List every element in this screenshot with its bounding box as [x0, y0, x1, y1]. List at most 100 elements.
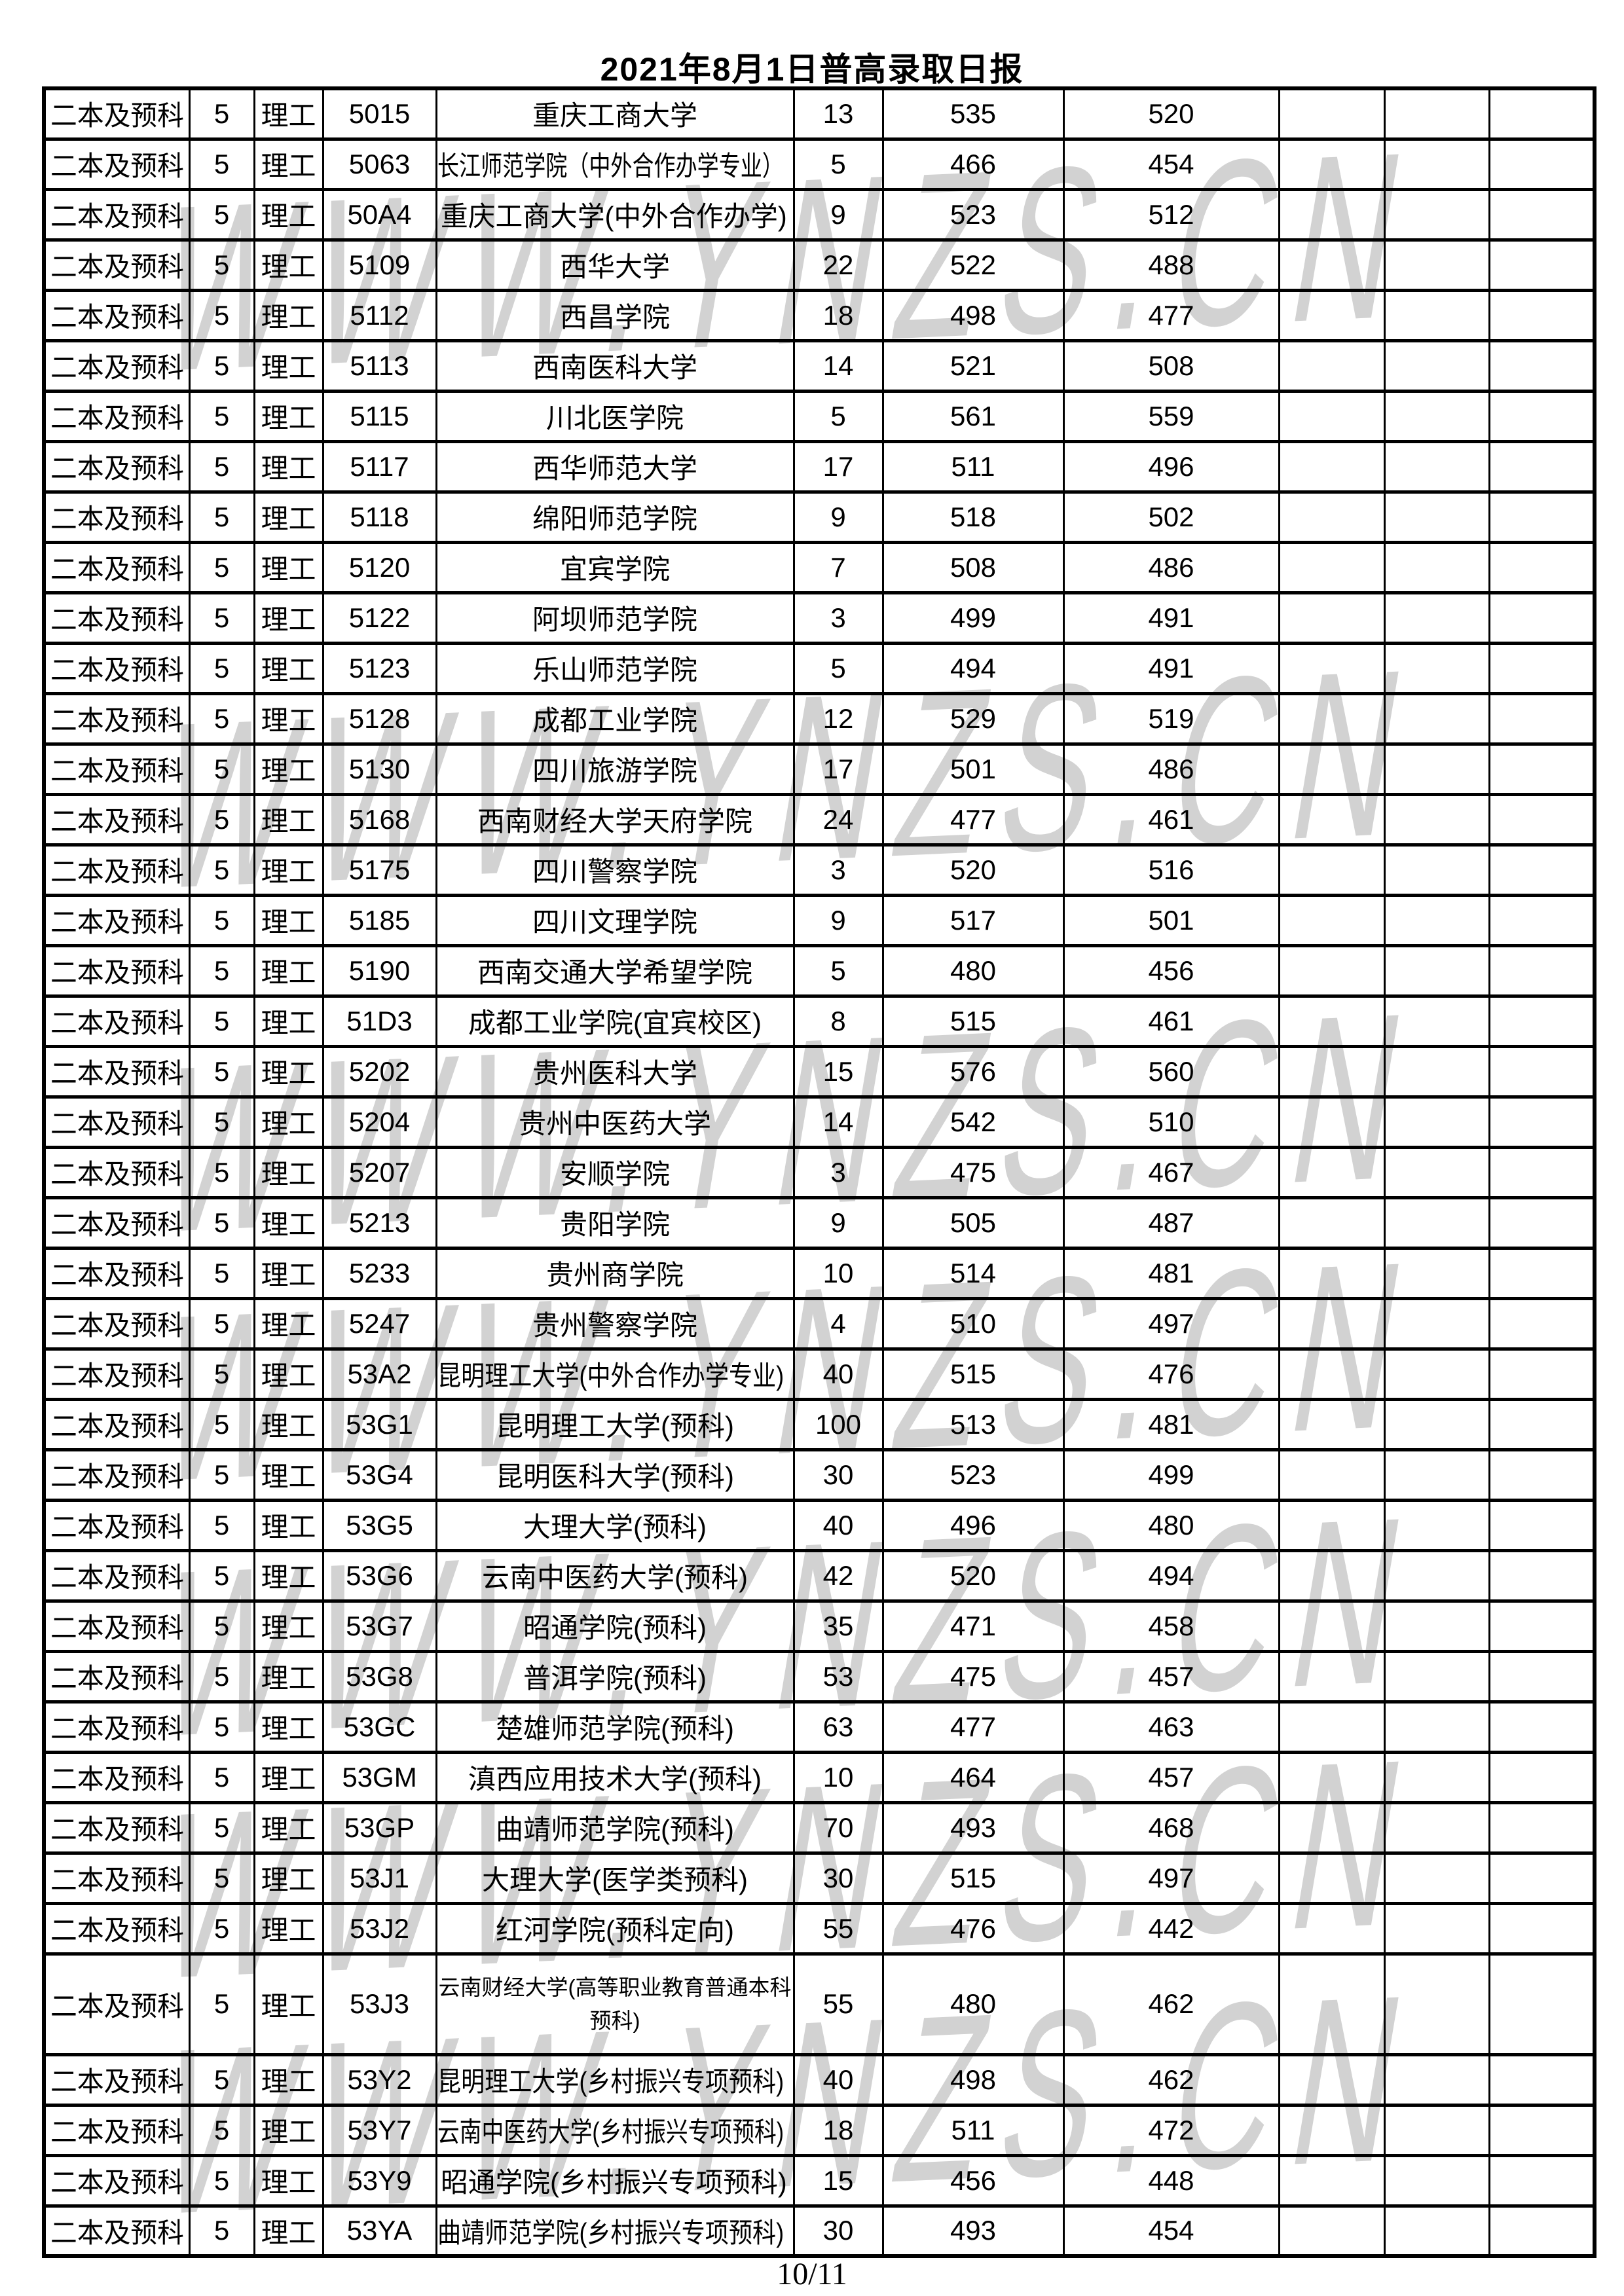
- cell-max-score: 476: [881, 1901, 1065, 1956]
- cell-admit-count: 5: [792, 943, 884, 998]
- cell-plan-num: 5: [188, 1095, 255, 1149]
- cell-category: 理工: [253, 389, 324, 443]
- cell-batch: 二本及预科: [43, 1195, 191, 1250]
- cell-school-name: 云南财经大学(高等职业教育普通本科预科): [435, 1952, 795, 2056]
- table-row: 二本及预科 5 理工 5113 西南医科大学 14 521 508: [43, 338, 1596, 393]
- cell-plan-num: 5: [188, 439, 255, 494]
- cell-empty-3: [1488, 1044, 1596, 1099]
- cell-empty-1: [1278, 1246, 1386, 1300]
- table-row: 二本及预科 5 理工 50A4 重庆工商大学(中外合作办学) 9 523 512: [43, 187, 1596, 242]
- cell-empty-2: [1383, 1649, 1490, 1704]
- cell-min-score: 512: [1062, 187, 1280, 242]
- cell-batch: 二本及预科: [43, 1649, 191, 1704]
- cell-batch-text: 二本及预科: [50, 1159, 184, 1190]
- cell-category: 理工: [253, 943, 324, 998]
- cell-empty-1: [1278, 994, 1386, 1048]
- cell-category: 理工: [253, 2153, 324, 2208]
- cell-batch-text: 二本及预科: [50, 2167, 184, 2198]
- cell-school-name: 云南中医药大学(预科): [435, 1548, 795, 1603]
- cell-min-score: 486: [1062, 742, 1280, 796]
- cell-school-name-text: 昆明理工大学(预科): [496, 1411, 734, 1442]
- cell-school-code: 53J2: [322, 1901, 437, 1956]
- cell-batch-text: 二本及预科: [50, 806, 184, 837]
- cell-max-score: 505: [881, 1195, 1065, 1250]
- cell-max-score: 515: [881, 994, 1065, 1048]
- cell-school-name-text: 阿坝师范学院: [532, 604, 697, 635]
- cell-plan-num: 5: [188, 792, 255, 847]
- cell-empty-1: [1278, 1347, 1386, 1401]
- cell-empty-1: [1278, 338, 1386, 393]
- cell-batch-text: 二本及预科: [50, 1713, 184, 1744]
- cell-school-name-text: 贵州商学院: [545, 1260, 684, 1290]
- cell-empty-2: [1383, 1750, 1490, 1804]
- cell-school-name-text: 昆明理工大学(乡村振兴专项预科): [437, 2066, 784, 2097]
- cell-category: 理工: [253, 1296, 324, 1351]
- cell-min-score: 468: [1062, 1800, 1280, 1855]
- table-row: 二本及预科 5 理工 5109 西华大学 22 522 488: [43, 238, 1596, 292]
- cell-empty-2: [1383, 691, 1490, 746]
- cell-empty-3: [1488, 792, 1596, 847]
- cell-min-score: 491: [1062, 641, 1280, 695]
- table-row: 二本及预科 5 理工 5118 绵阳师范学院 9 518 502: [43, 490, 1596, 544]
- cell-admit-count: 53: [792, 1649, 884, 1704]
- table-row: 二本及预科 5 理工 53GC 楚雄师范学院(预科) 63 477 463: [43, 1700, 1596, 1754]
- cell-empty-3: [1488, 2204, 1596, 2258]
- cell-plan-num: 5: [188, 691, 255, 746]
- cell-school-name-text: 西南医科大学: [532, 352, 697, 383]
- cell-admit-count: 13: [792, 86, 884, 141]
- cell-category: 理工: [253, 238, 324, 292]
- cell-admit-count: 5: [792, 641, 884, 695]
- cell-category: 理工: [253, 792, 324, 847]
- table-row: 二本及预科 5 理工 53G4 昆明医科大学(预科) 30 523 499: [43, 1448, 1596, 1502]
- cell-min-score: 559: [1062, 389, 1280, 443]
- cell-empty-3: [1488, 137, 1596, 191]
- cell-batch: 二本及预科: [43, 591, 191, 645]
- cell-category: 理工: [253, 1800, 324, 1855]
- cell-empty-3: [1488, 1498, 1596, 1552]
- cell-batch: 二本及预科: [43, 1800, 191, 1855]
- cell-empty-3: [1488, 1095, 1596, 1149]
- cell-empty-2: [1383, 2052, 1490, 2107]
- cell-batch: 二本及预科: [43, 1397, 191, 1451]
- cell-empty-3: [1488, 943, 1596, 998]
- cell-plan-num: 5: [188, 1750, 255, 1804]
- cell-category: 理工: [253, 187, 324, 242]
- cell-min-score: 494: [1062, 1548, 1280, 1603]
- cell-max-score: 515: [881, 1851, 1065, 1905]
- cell-min-score: 491: [1062, 591, 1280, 645]
- cell-school-name: 昆明理工大学(预科): [435, 1397, 795, 1451]
- cell-school-name-text: 昆明理工大学(中外合作办学专业): [437, 1360, 784, 1391]
- cell-max-score: 576: [881, 1044, 1065, 1099]
- table-row: 二本及预科 5 理工 53Y9 昭通学院(乡村振兴专项预科) 15 456 448: [43, 2153, 1596, 2208]
- cell-school-code: 5120: [322, 540, 437, 594]
- cell-school-name: 昆明理工大学(乡村振兴专项预科): [435, 2052, 795, 2107]
- cell-batch: 二本及预科: [43, 1901, 191, 1956]
- cell-batch: 二本及预科: [43, 843, 191, 897]
- cell-admit-count: 3: [792, 591, 884, 645]
- cell-admit-count: 10: [792, 1750, 884, 1804]
- cell-empty-1: [1278, 1548, 1386, 1603]
- cell-admit-count: 9: [792, 490, 884, 544]
- cell-school-name-text: 昭通学院(预科): [523, 1613, 707, 1643]
- cell-plan-num: 5: [188, 1448, 255, 1502]
- cell-admit-count: 9: [792, 893, 884, 947]
- cell-school-name-text: 昭通学院(乡村振兴专项预科): [441, 2167, 787, 2198]
- cell-plan-num: 5: [188, 1952, 255, 2056]
- cell-batch: 二本及预科: [43, 86, 191, 141]
- cell-plan-num: 5: [188, 2153, 255, 2208]
- cell-empty-3: [1488, 86, 1596, 141]
- cell-school-name: 贵州中医药大学: [435, 1095, 795, 1149]
- cell-empty-1: [1278, 1700, 1386, 1754]
- cell-school-name-text: 绵阳师范学院: [532, 503, 697, 534]
- cell-plan-num: 5: [188, 1800, 255, 1855]
- cell-batch-text: 二本及预科: [50, 604, 184, 635]
- cell-empty-2: [1383, 641, 1490, 695]
- cell-max-score: 475: [881, 1649, 1065, 1704]
- table-row: 二本及预科 5 理工 53G8 普洱学院(预科) 53 475 457: [43, 1649, 1596, 1704]
- cell-category: 理工: [253, 1901, 324, 1956]
- cell-empty-3: [1488, 1851, 1596, 1905]
- cell-empty-3: [1488, 1145, 1596, 1199]
- table-row: 二本及预科 5 理工 53A2 昆明理工大学(中外合作办学专业) 40 515 476: [43, 1347, 1596, 1401]
- cell-school-name: 川北医学院: [435, 389, 795, 443]
